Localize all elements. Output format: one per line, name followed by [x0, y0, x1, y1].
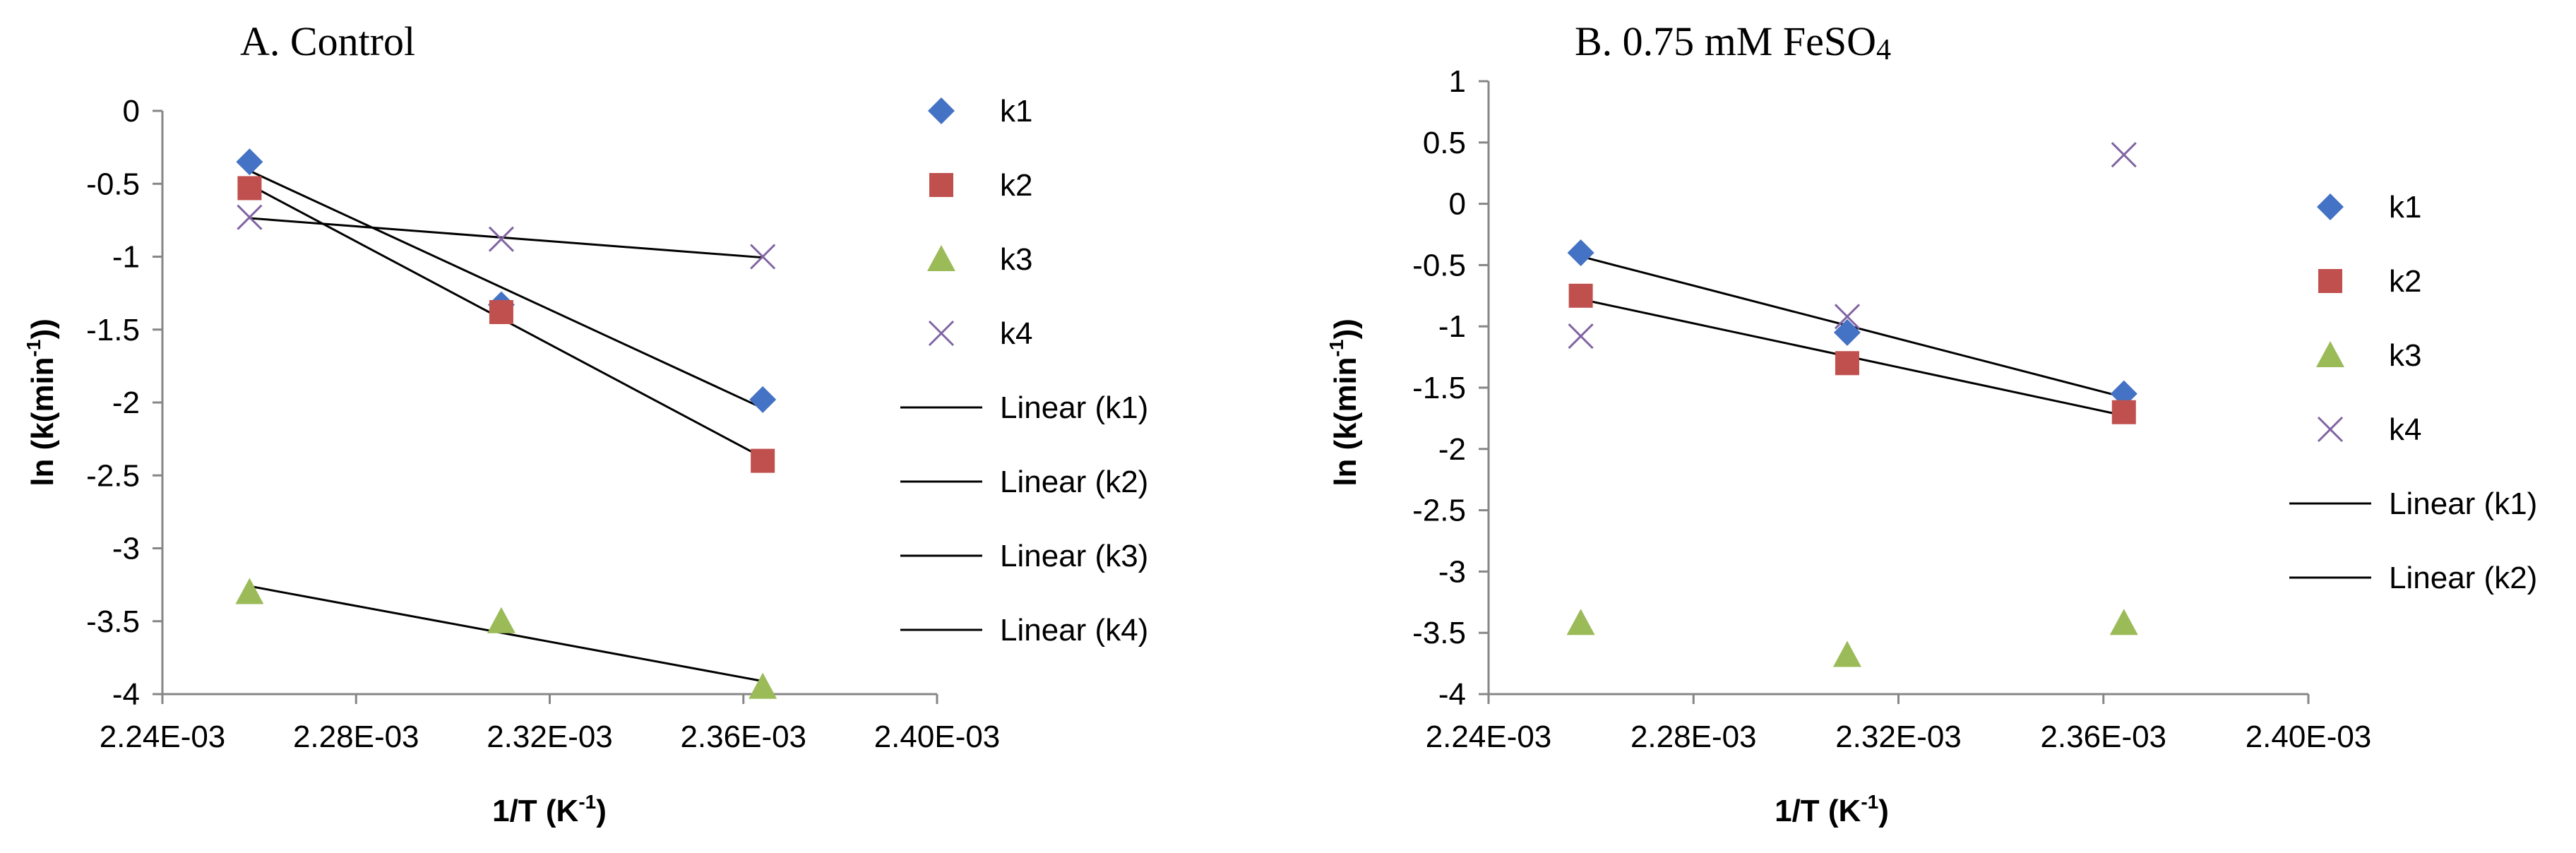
x-tick-label: 2.36E-03: [2040, 720, 2166, 754]
legend-label-trendline: Linear (k3): [1000, 539, 1148, 573]
legend-marker-k1: [928, 97, 955, 124]
legend-label-trendline: Linear (k1): [2389, 487, 2537, 521]
y-tick-label: -1.5: [86, 313, 140, 347]
axes-feso4: [1487, 81, 2308, 696]
legend-feso4: k1 k2 k3 k4 Linear (k1) Linear (k2): [2289, 190, 2537, 595]
legend-marker-k2: [2318, 269, 2342, 293]
ticks-control: 0 -0.5 -1 -1.5 -2 -2.5 -3 -3.5 -4 2.24E-03 2.28E-0…: [86, 94, 1000, 754]
chart-title-control: A. Control: [240, 18, 415, 64]
data-point-k3: [749, 672, 777, 699]
legend-marker-k2: [929, 173, 953, 197]
data-point-k4: [237, 204, 263, 230]
data-point-k2: [1568, 283, 1593, 308]
legend-label-k4: k4: [1000, 316, 1032, 351]
y-tick-label: 0.5: [1423, 126, 1466, 160]
axes-control: [161, 111, 937, 696]
data-point-k4: [2111, 142, 2137, 168]
x-tick-label: 2.28E-03: [1630, 720, 1757, 754]
legend-marker-k1: [2317, 193, 2344, 220]
data-point-k3: [487, 607, 515, 633]
data-point-k4: [488, 226, 514, 252]
x-tick-label: 2.24E-03: [100, 720, 226, 754]
y-tick-label: -3: [112, 532, 140, 566]
legend-marker-k3: [927, 245, 955, 271]
x-tick-label: 2.32E-03: [1835, 720, 1962, 754]
legend-label-k3: k3: [1000, 242, 1032, 277]
legend-label-k1: k1: [2389, 190, 2421, 225]
legend-marker-k4: [928, 320, 955, 347]
trendlines-control: [249, 169, 763, 683]
x-tick-label: 2.24E-03: [1426, 720, 1552, 754]
legend-label-trendline: Linear (k2): [2389, 561, 2537, 595]
data-points-control: [235, 148, 777, 699]
data-point-k1: [749, 386, 777, 413]
data-point-k3: [235, 578, 264, 604]
data-point-k3: [1566, 609, 1595, 636]
data-points-feso4: [1566, 142, 2138, 667]
legend-label-k1: k1: [1000, 94, 1032, 129]
data-point-k3: [1832, 640, 1861, 667]
legend-label-k2: k2: [1000, 168, 1032, 203]
legend-label-trendline: Linear (k2): [1000, 465, 1148, 499]
y-tick-label: -2: [1438, 432, 1466, 467]
x-tick-label: 2.36E-03: [680, 720, 806, 754]
data-point-k2: [1835, 351, 1859, 376]
legend-label-k2: k2: [2389, 264, 2421, 299]
trendline-k1: [249, 169, 763, 410]
legend-control: k1 k2 k3 k4 Linear (k1) Linear (k2) Linear (k3…: [900, 94, 1148, 648]
y-tick-label: -2.5: [1412, 494, 1466, 528]
y-tick-label: -1: [112, 240, 140, 275]
data-point-k4: [1568, 323, 1594, 350]
data-point-k2: [237, 176, 262, 201]
y-tick-label: 0: [123, 94, 140, 129]
chart-title-feso4: B. 0.75 mM FeSO4: [1575, 18, 1891, 66]
y-axis-title-control: ln (k(min-1)): [23, 318, 60, 487]
x-tick-label: 2.32E-03: [487, 720, 613, 754]
y-tick-label: -0.5: [1412, 248, 1466, 282]
legend-marker-k3: [2316, 341, 2344, 367]
y-tick-label: 0: [1449, 187, 1466, 222]
data-point-k4: [1834, 304, 1861, 330]
legend-label-trendline: Linear (k4): [1000, 613, 1148, 648]
data-point-k1: [236, 148, 263, 176]
y-axis-title-feso4: ln (k(min-1)): [1325, 318, 1363, 487]
y-tick-label: -1: [1438, 309, 1466, 344]
data-point-k1: [1567, 239, 1594, 267]
x-tick-label: 2.40E-03: [2246, 720, 2372, 754]
y-tick-label: -3.5: [86, 604, 140, 639]
y-tick-label: -2.5: [86, 458, 140, 493]
legend-label-k3: k3: [2389, 338, 2421, 373]
y-tick-label: -3: [1438, 554, 1466, 589]
x-tick-label: 2.28E-03: [293, 720, 419, 754]
y-tick-label: -4: [1438, 677, 1466, 712]
x-tick-label: 2.40E-03: [874, 720, 1001, 754]
y-tick-label: -3.5: [1412, 616, 1466, 650]
data-point-k2: [2111, 400, 2136, 424]
legend-label-trendline: Linear (k1): [1000, 390, 1148, 425]
data-point-k3: [2109, 609, 2138, 636]
legend-label-k4: k4: [2389, 412, 2421, 447]
y-tick-label: -1.5: [1412, 371, 1466, 405]
chart-panel-control: A. Control 0 -0.5 -1 -1.5 -2 -2.5 -3 -3.5 -4 2.24…: [23, 18, 1148, 828]
y-tick-label: -4: [112, 677, 140, 712]
y-tick-label: -0.5: [86, 167, 140, 201]
chart-panel-feso4: B. 0.75 mM FeSO4 1 0.5 0 -0.5 -1 -1.5 -2 -2.5 -3…: [1325, 18, 2537, 828]
y-tick-label: 1: [1449, 64, 1466, 99]
x-axis-title-feso4: 1/T (K-1): [1775, 791, 1889, 828]
data-point-k1: [1833, 318, 1861, 346]
data-point-k4: [750, 244, 776, 270]
y-tick-label: -2: [112, 386, 140, 420]
x-axis-title-control: 1/T (K-1): [492, 791, 607, 828]
data-point-k2: [751, 448, 775, 473]
data-point-k2: [489, 299, 513, 324]
ticks-feso4: 1 0.5 0 -0.5 -1 -1.5 -2 -2.5 -3 -3.5 -4 2.24E-03 2.2…: [1412, 64, 2371, 754]
trendline-k4: [249, 217, 763, 259]
trendline-k3: [249, 585, 763, 683]
legend-marker-k4: [2317, 416, 2344, 443]
